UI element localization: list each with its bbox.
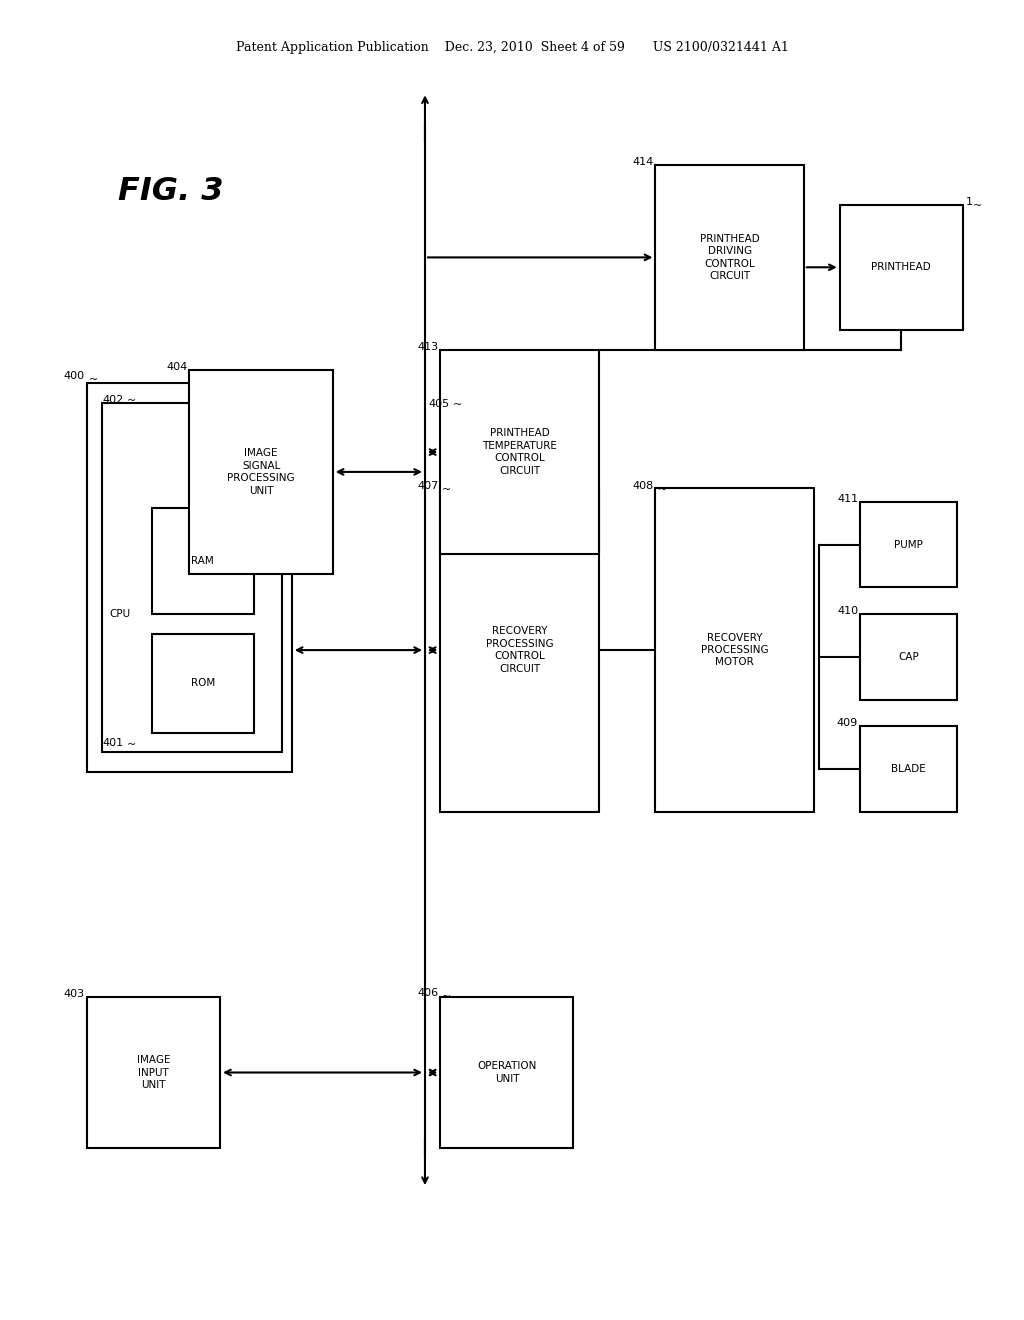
- Text: ~: ~: [89, 375, 98, 385]
- Bar: [440, 350, 599, 554]
- Text: ~: ~: [442, 991, 452, 1002]
- Bar: [440, 997, 573, 1148]
- Text: 407: 407: [417, 480, 438, 491]
- Text: 400: 400: [63, 371, 85, 381]
- Bar: [152, 634, 254, 733]
- Text: PUMP: PUMP: [894, 540, 924, 549]
- Text: RAM: RAM: [191, 556, 214, 566]
- Text: IMAGE
INPUT
UNIT: IMAGE INPUT UNIT: [137, 1055, 170, 1090]
- Text: BLADE: BLADE: [892, 764, 926, 774]
- Text: FIG. 3: FIG. 3: [118, 176, 223, 207]
- Text: 413: 413: [417, 342, 438, 352]
- Text: 405: 405: [428, 399, 450, 409]
- Bar: [655, 165, 804, 350]
- Text: 1: 1: [966, 197, 973, 207]
- Text: IMAGE
SIGNAL
PROCESSING
UNIT: IMAGE SIGNAL PROCESSING UNIT: [227, 449, 295, 495]
- Text: ~: ~: [127, 396, 136, 407]
- Bar: [152, 508, 254, 614]
- Text: Patent Application Publication    Dec. 23, 2010  Sheet 4 of 59       US 2100/032: Patent Application Publication Dec. 23, …: [236, 41, 788, 54]
- Text: ~: ~: [89, 993, 98, 1003]
- Bar: [87, 383, 292, 772]
- Text: ~: ~: [862, 610, 871, 620]
- Text: 401: 401: [102, 738, 124, 748]
- Bar: [440, 488, 599, 812]
- Text: ROM: ROM: [190, 678, 215, 688]
- Bar: [655, 488, 814, 812]
- Text: 402: 402: [102, 395, 124, 405]
- Text: RECOVERY
PROCESSING
CONTROL
CIRCUIT: RECOVERY PROCESSING CONTROL CIRCUIT: [485, 627, 554, 673]
- Text: 409: 409: [837, 718, 858, 729]
- Text: CAP: CAP: [898, 652, 920, 661]
- Text: ~: ~: [193, 366, 202, 376]
- Bar: [860, 502, 957, 587]
- Text: ~: ~: [657, 484, 667, 495]
- Text: 406: 406: [417, 987, 438, 998]
- Text: PRINTHEAD: PRINTHEAD: [871, 263, 931, 272]
- Text: ~: ~: [657, 161, 667, 172]
- Bar: [102, 403, 282, 752]
- Bar: [860, 726, 957, 812]
- Text: ~: ~: [442, 484, 452, 495]
- Text: RECOVERY
PROCESSING
MOTOR: RECOVERY PROCESSING MOTOR: [700, 632, 769, 668]
- Text: ~: ~: [127, 739, 136, 750]
- Text: 404: 404: [166, 362, 187, 372]
- Text: 408: 408: [632, 480, 653, 491]
- Text: ~: ~: [862, 722, 871, 733]
- Bar: [189, 370, 333, 574]
- Bar: [860, 614, 957, 700]
- Text: ~: ~: [862, 498, 871, 508]
- Text: OPERATION
UNIT: OPERATION UNIT: [477, 1061, 537, 1084]
- Text: PRINTHEAD
DRIVING
CONTROL
CIRCUIT: PRINTHEAD DRIVING CONTROL CIRCUIT: [699, 234, 760, 281]
- Text: ~: ~: [442, 346, 452, 356]
- Text: 414: 414: [632, 157, 653, 168]
- Text: 411: 411: [837, 494, 858, 504]
- Bar: [87, 997, 220, 1148]
- Bar: [840, 205, 963, 330]
- Text: ~: ~: [453, 400, 462, 411]
- Text: CPU: CPU: [110, 609, 131, 619]
- Text: PRINTHEAD
TEMPERATURE
CONTROL
CIRCUIT: PRINTHEAD TEMPERATURE CONTROL CIRCUIT: [482, 429, 557, 475]
- Text: 403: 403: [63, 989, 85, 999]
- Text: ~: ~: [973, 201, 982, 211]
- Text: 410: 410: [837, 606, 858, 616]
